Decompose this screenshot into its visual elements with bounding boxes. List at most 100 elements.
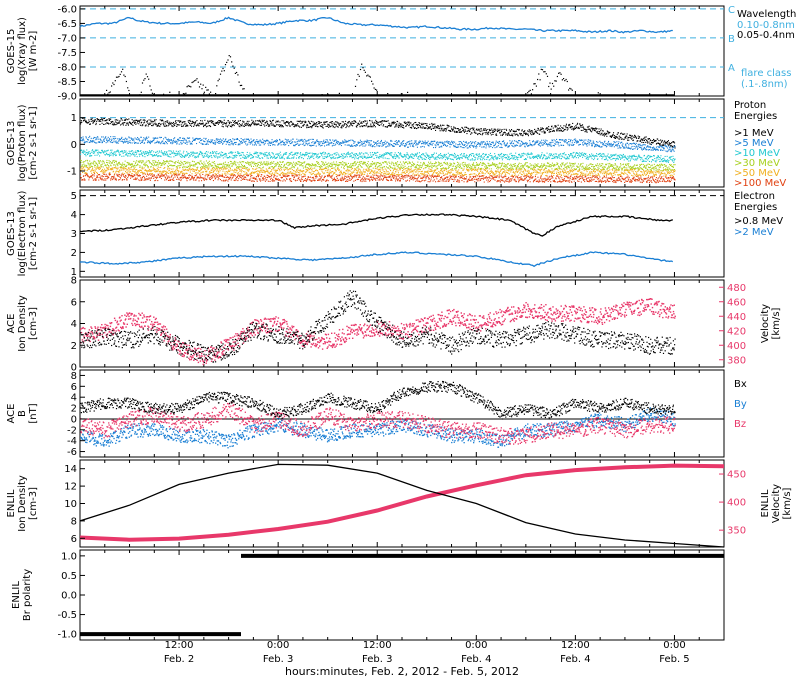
enlil-density-ytick-label: 8 [71,516,77,527]
time-tick-label: 0:00 [267,640,289,651]
xray-ytick-label: -8.0 [57,62,77,73]
xray-long-series [79,16,673,34]
proton-legend-entry: >10 MeV [734,148,780,159]
enlil-velocity-ylabel: [km/s] [782,487,793,519]
ace-velocity-ytick-label: 400 [727,341,746,352]
xray-ytick-label: -9.0 [57,92,77,103]
electron-ytick-label: 5 [71,191,77,202]
electron-legend-entry: >2 MeV [734,227,774,238]
date-tick-label: Feb. 4 [461,654,491,665]
polarity-ytick-label: -0.5 [57,610,77,621]
xray-legend-long: 0.10-0.8nm [737,20,795,31]
xray-legend-title: Wavelength [737,9,796,20]
ace-density-ytick-label: 8 [71,276,77,287]
proton-series [80,173,676,184]
xray-ytick-label: -7.0 [57,33,77,44]
polarity-ytick-label: 0.0 [61,591,77,602]
proton-ylabel: [cm-2 s-1 sr-1] [28,106,39,179]
enlil-density-ytick-label: 10 [64,499,77,510]
electron-legend-title: Electron [734,191,775,202]
xray-ytick-label: -6.5 [57,19,77,30]
flare-class-letter: A [728,63,735,74]
proton-legend-entry: >30 MeV [734,158,780,169]
ace-velocity-ylabel: [km/s] [771,307,782,339]
electron-series-08mev [79,213,673,237]
proton-legend-entry: >1 MeV [734,128,774,139]
enlil-density-ytick-label: 14 [64,464,77,475]
enlil-velocity-ytick-label: 450 [727,470,746,481]
proton-ytick-label: 1 [71,113,77,124]
enlil-density-ylabel: [cm-3] [28,487,39,520]
ace-field-ylabel: [nT] [28,403,39,423]
ace-density-ytick-label: 0 [71,363,77,374]
time-tick-label: 0:00 [465,640,487,651]
proton-legend-entry: >100 MeV [734,178,786,189]
xray-short-series [106,55,667,96]
proton-ytick-label: 0 [71,140,77,151]
polarity-ytick-label: 1.0 [61,551,77,562]
polarity-ylabel: ENLIL [11,581,22,609]
proton-series [80,159,676,172]
ace-velocity-ylabel: Velocity [760,304,771,343]
enlil-density-ytick-label: 6 [71,534,77,545]
ace-velocity-ytick-label: 460 [727,297,746,308]
proton-legend-title: Proton [734,100,766,111]
ace-density-ytick-label: 4 [71,319,77,330]
enlil-velocity-series [79,463,725,542]
time-tick-label: 12:00 [561,640,590,651]
electron-ytick-label: 4 [71,210,77,221]
time-tick-label: 12:00 [363,640,392,651]
flare-class-note: flare class [741,68,791,79]
proton-ytick-label: -1 [67,167,77,178]
electron-legend-entry: >0.8 MeV [734,216,783,227]
proton-series [80,149,676,163]
ace-field-panel-frame [79,369,725,458]
polarity-ylabel: Br polarity [22,569,33,621]
ace-field-legend-entry: Bz [734,419,746,430]
enlil-polarity-panel-frame [79,549,725,641]
time-tick-label: 0:00 [663,640,685,651]
electron-series-2mev [79,251,674,268]
ace-density-ylabel: Ion Density [17,295,28,352]
enlil-velocity-ytick-label: 350 [727,526,746,537]
xray-ytick-label: -8.5 [57,77,77,88]
xray-ytick-label: -7.5 [57,48,77,59]
date-tick-label: Feb. 2 [164,654,194,665]
xray-ytick-label: -6.0 [57,4,77,15]
ace-field-ytick-label: 8 [71,371,77,382]
ace-density-ytick-label: 6 [71,297,77,308]
ace-field-legend-entry: Bx [734,379,747,390]
enlil-density-ylabel: Ion Density [17,475,28,532]
ace-field-ytick-label: 0 [71,414,77,425]
polarity-ytick-label: 0.5 [61,571,77,582]
electron-ylabel: log(Electron flux) [17,191,28,277]
proton-ylabel: GOES-13 [6,121,17,166]
ace-field-legend-entry: By [734,399,747,410]
date-tick-label: Feb. 5 [659,654,689,665]
enlil-velocity-ytick-label: 400 [727,498,746,509]
ace-velocity-ytick-label: 480 [727,283,746,294]
flare-class-letter: C [728,5,735,16]
ace-density-ylabel: ACE [6,314,17,334]
electron-legend-title: Energies [734,202,777,213]
proton-legend-title: Energies [734,111,777,122]
enlil-velocity-ylabel: ENLIL [760,489,771,517]
enlil-density-series [79,463,725,548]
electron-ytick-label: 1 [71,267,77,278]
xray-ylabel: log(Xray flux) [17,17,28,85]
electron-ytick-label: 2 [71,248,77,259]
xray-legend-short: 0.05-0.4nm [737,30,795,41]
ace-field-ytick-label: -4 [67,436,77,447]
proton-ylabel: log(Proton flux) [17,104,28,181]
xray-panel-frame [79,5,725,97]
ace-density-ytick-label: 2 [71,341,77,352]
xray-ylabel: [W m-2] [28,31,39,72]
proton-legend-entry: >50 MeV [734,168,780,179]
flare-class-note: (.1-.8nm) [741,79,788,90]
ace-velocity-ytick-label: 440 [727,312,746,323]
ace-density-series [80,290,676,364]
ace-velocity-ytick-label: 420 [727,326,746,337]
ace-density-ylabel: [cm-3] [28,307,39,340]
ace-field-ytick-label: -2 [67,425,77,436]
